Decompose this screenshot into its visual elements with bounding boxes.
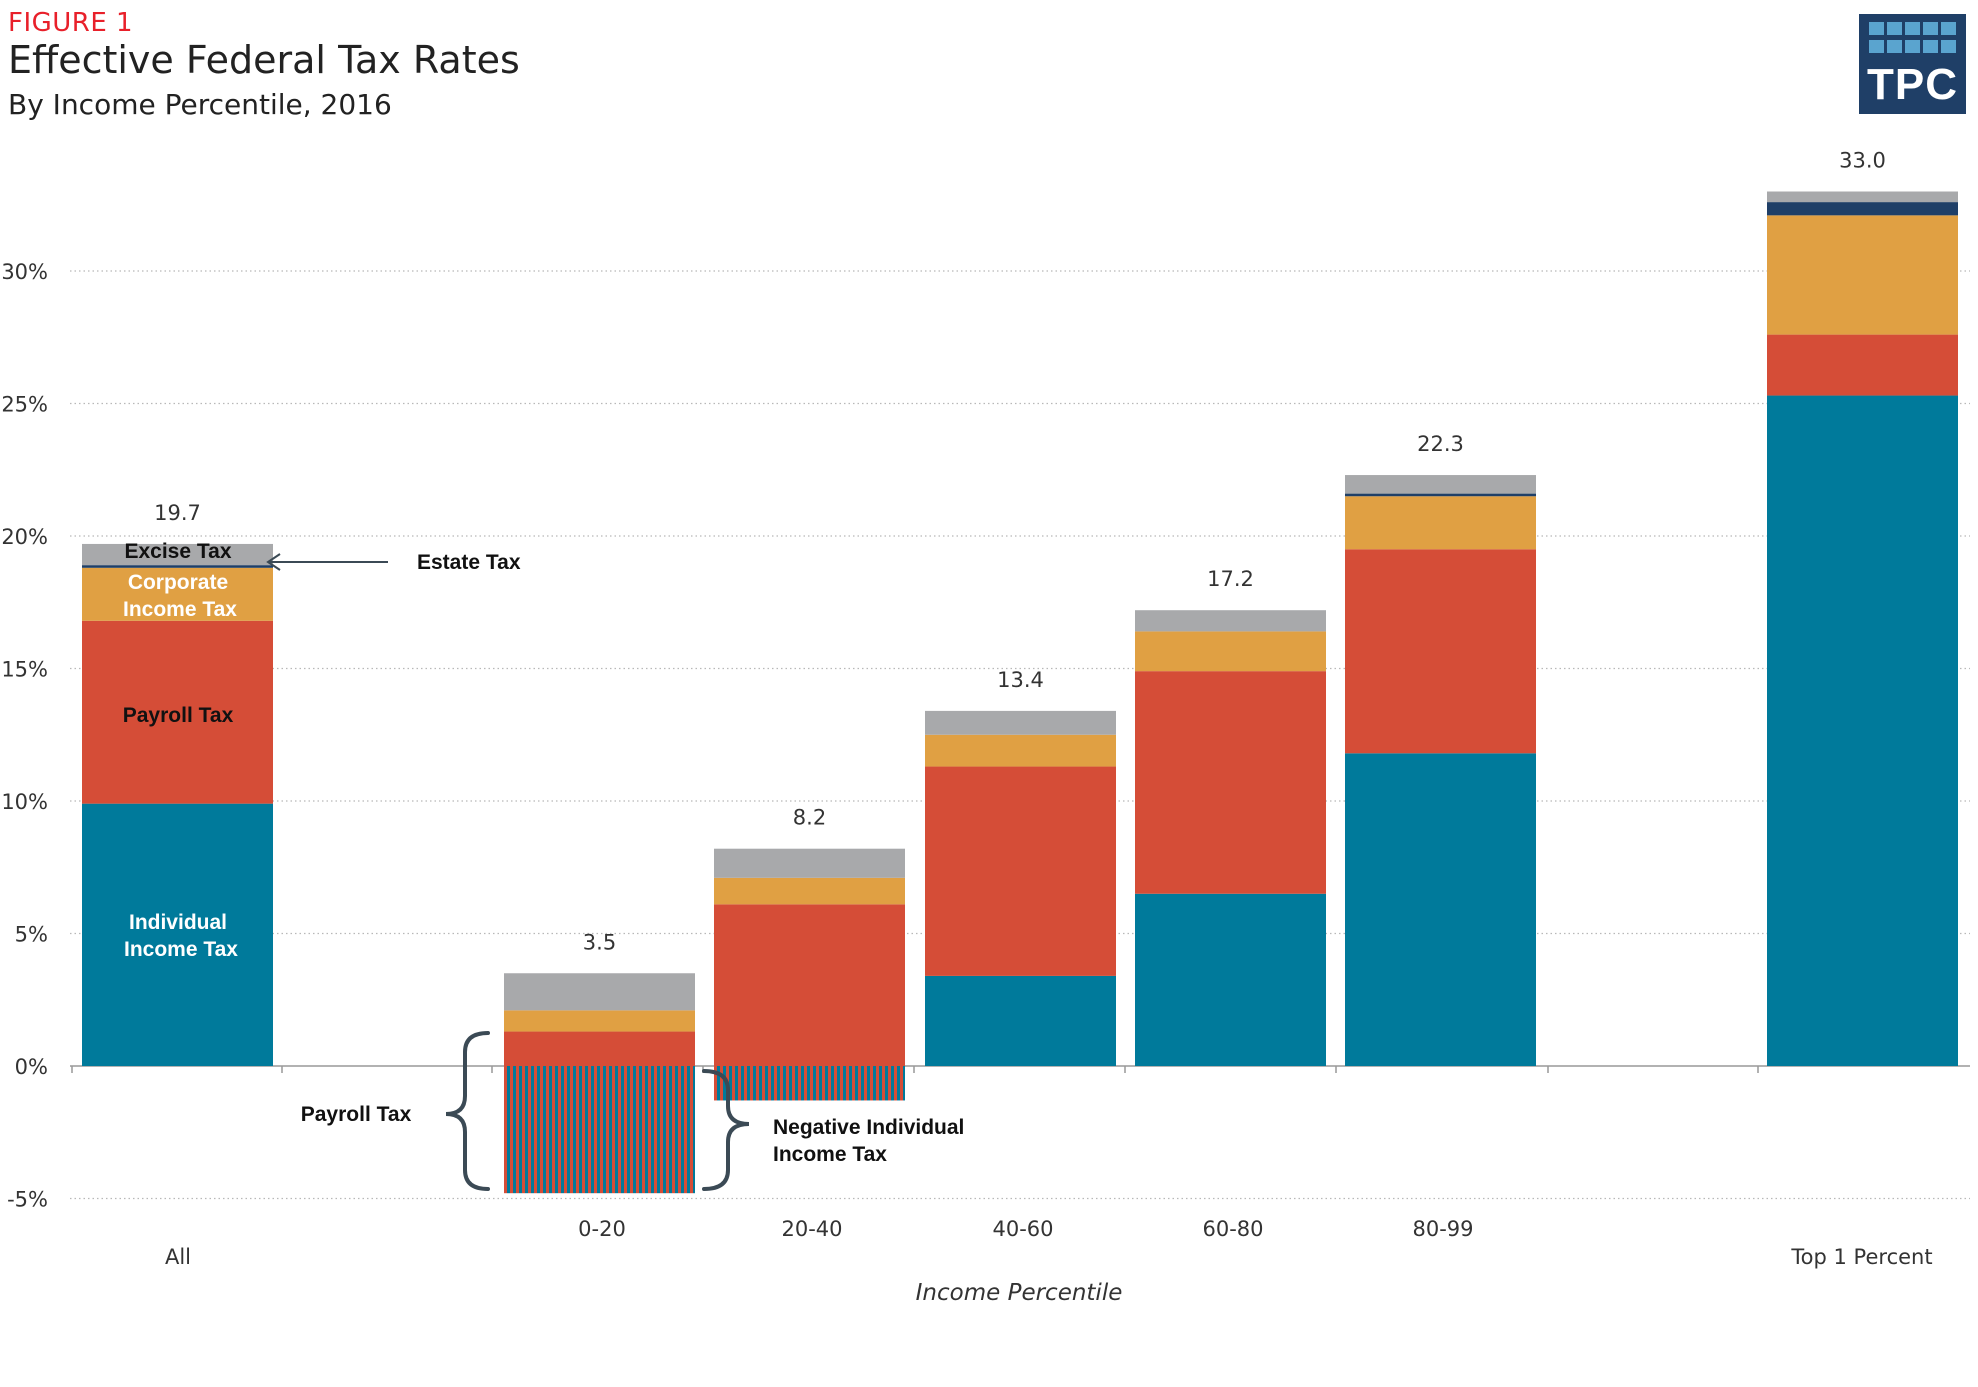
bar-segment-corporate-income-tax — [1135, 631, 1326, 672]
bar-segment-individual-income-tax — [925, 975, 1116, 1066]
x-category-label: 20-40 — [781, 1217, 842, 1241]
bar-segment-estate-tax — [1345, 493, 1536, 497]
bar-segment-excise-tax — [82, 543, 273, 566]
figure-label: FIGURE 1 — [8, 8, 134, 38]
bar-segment-payroll-tax — [1767, 334, 1958, 396]
corporate-tax-label-line1: Corporate — [128, 571, 228, 594]
bar-total-label: 33.0 — [1839, 149, 1886, 173]
negative-income-tax-label-line2: Income Tax — [773, 1143, 887, 1166]
x-category-label: Top 1 Percent — [1790, 1245, 1932, 1269]
bar-segment-corporate-income-tax — [1767, 215, 1958, 335]
individual-tax-label-line2: Income Tax — [124, 938, 238, 961]
bar-segment-excise-tax — [1135, 610, 1326, 632]
tpc-logo: TPC — [1859, 14, 1966, 114]
logo-text: TPC — [1867, 60, 1958, 109]
x-category-label: 60-80 — [1202, 1217, 1263, 1241]
payroll-tax-label: Payroll Tax — [123, 704, 234, 727]
bar-segment-estate-tax — [1767, 202, 1958, 216]
y-tick-label: 15% — [1, 658, 48, 682]
y-tick-label: 25% — [1, 393, 48, 417]
bar-segment-excise-tax — [1767, 191, 1958, 203]
estate-tax-arrowhead — [266, 553, 281, 571]
bar-segment-excise-tax — [714, 848, 905, 878]
bar-total-label: 17.2 — [1207, 567, 1254, 591]
bar-segment-payroll-tax — [1345, 549, 1536, 754]
x-axis-title: Income Percentile — [916, 1280, 1123, 1306]
bar-total-label: 8.2 — [793, 806, 826, 830]
bar-segment-individual-income-tax — [1767, 395, 1958, 1066]
corporate-tax-label-line2: Income Tax — [123, 598, 237, 621]
y-tick-label: 5% — [15, 923, 48, 947]
y-tick-label: 30% — [1, 260, 48, 284]
bar-segment-excise-tax — [925, 710, 1116, 735]
y-tick-label: 0% — [15, 1055, 48, 1079]
bar-segment-corporate-income-tax — [504, 1010, 695, 1032]
negative-income-tax-brace — [702, 1069, 750, 1191]
bar-segment-negative-individual-income-tax — [714, 1066, 905, 1101]
bar-segment-payroll-tax — [714, 904, 905, 1066]
y-tick-label: 20% — [1, 525, 48, 549]
bar-segment-payroll-tax — [1135, 671, 1326, 894]
estate-tax-label: Estate Tax — [417, 551, 521, 574]
bar-segment-corporate-income-tax — [82, 567, 273, 621]
x-category-label: All — [165, 1245, 191, 1269]
bar-segment-individual-income-tax — [1345, 753, 1536, 1066]
bar-segment-negative-individual-income-tax — [504, 1066, 695, 1194]
chart-subtitle: By Income Percentile, 2016 — [8, 88, 392, 121]
bar-segment-payroll-tax — [82, 620, 273, 804]
bar-total-label: 19.7 — [154, 501, 201, 525]
x-category-label: 80-99 — [1412, 1217, 1473, 1241]
chart-title: Effective Federal Tax Rates — [8, 38, 520, 82]
bar-segment-payroll-tax — [925, 766, 1116, 976]
payroll-brace — [445, 1031, 490, 1191]
bar-segment-corporate-income-tax — [1345, 496, 1536, 550]
individual-tax-label-line1: Individual — [129, 911, 227, 934]
y-tick-label: 10% — [1, 790, 48, 814]
bar-segment-corporate-income-tax — [925, 734, 1116, 767]
x-category-label: 0-20 — [578, 1217, 626, 1241]
negative-payroll-tax-label: Payroll Tax — [301, 1103, 412, 1126]
bar-segment-estate-tax — [82, 565, 273, 568]
bar-segment-individual-income-tax — [82, 803, 273, 1066]
bar-segment-payroll-tax — [504, 1031, 695, 1066]
bar-segment-individual-income-tax — [1135, 893, 1326, 1066]
excise-tax-label: Excise Tax — [124, 540, 231, 563]
y-tick-label: -5% — [7, 1188, 48, 1212]
bar-total-label: 3.5 — [583, 930, 616, 954]
negative-income-tax-label-line1: Negative Individual — [773, 1116, 964, 1139]
bar-segment-excise-tax — [1345, 475, 1536, 494]
bar-segment-excise-tax — [504, 973, 695, 1011]
bar-segment-corporate-income-tax — [714, 877, 905, 905]
x-category-label: 40-60 — [992, 1217, 1053, 1241]
bar-total-label: 13.4 — [997, 668, 1044, 692]
bar-total-label: 22.3 — [1417, 432, 1464, 456]
